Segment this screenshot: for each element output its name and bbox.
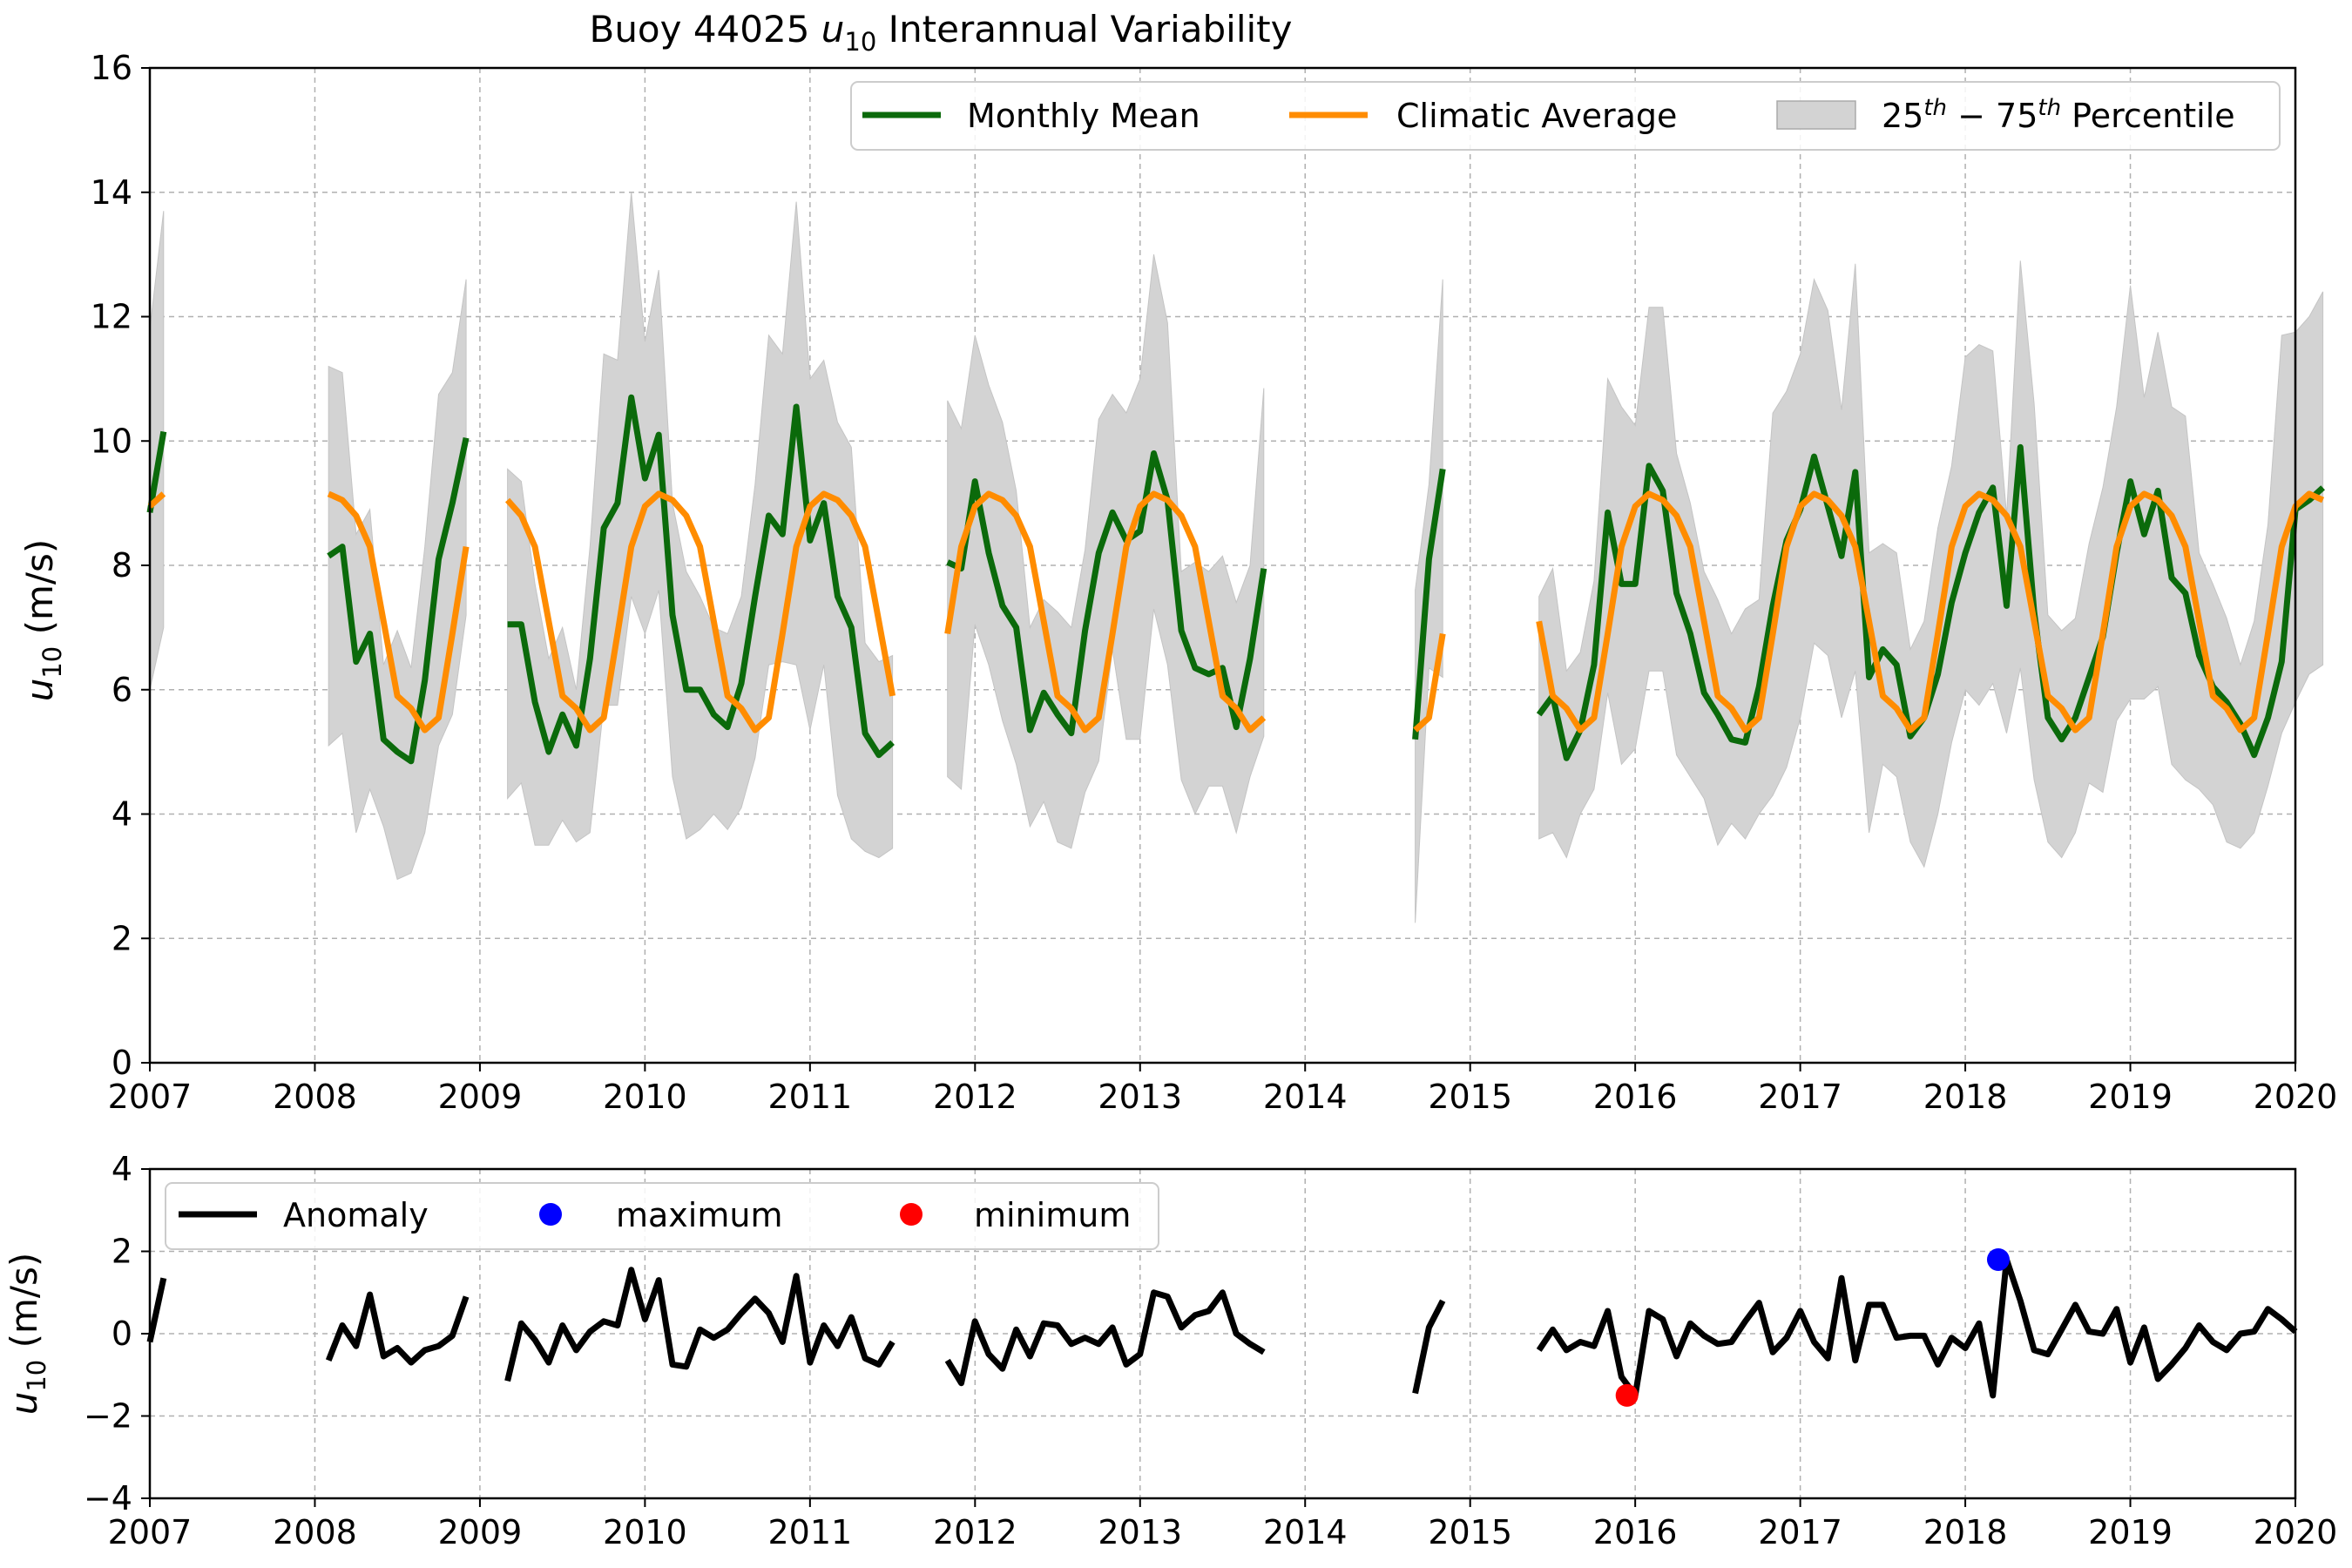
anomaly-line (1412, 1299, 1446, 1395)
anomaly-line (325, 1291, 470, 1366)
legend-minimum-marker (900, 1203, 923, 1226)
y-tick-label: 8 (112, 546, 132, 585)
x-tick-label: 2010 (603, 1513, 687, 1551)
legend-minimum-label: minimum (974, 1196, 1131, 1234)
x-tick-label: 2009 (438, 1078, 523, 1116)
climatic-average-line (1536, 490, 2325, 733)
maximum-point (1986, 1247, 2010, 1271)
climatic-average-line (944, 490, 1267, 733)
x-tick-label: 2014 (1263, 1078, 1348, 1116)
x-tick-label: 2014 (1263, 1513, 1348, 1551)
y-tick-label: 14 (91, 173, 132, 212)
x-tick-label: 2020 (2254, 1513, 2338, 1551)
y-tick-label: 4 (112, 795, 132, 834)
percentile-band (149, 192, 2324, 923)
x-tick-label: 2016 (1593, 1513, 1678, 1551)
x-tick-label: 2010 (603, 1078, 687, 1116)
x-tick-label: 2017 (1758, 1078, 1842, 1116)
x-tick-label: 2012 (933, 1078, 1017, 1116)
x-tick-label: 2019 (2088, 1513, 2173, 1551)
monthly-mean-line (146, 430, 167, 513)
y-tick-label: 4 (112, 1150, 132, 1188)
x-tick-label: 2009 (438, 1513, 523, 1551)
bottom-y-axis: −4 −2 0 2 4 (84, 1150, 150, 1517)
percentile-band-segment (507, 192, 894, 859)
bottom-y-axis-label: u10 (m/s) (3, 1253, 51, 1416)
x-tick-label: 2011 (767, 1078, 852, 1116)
x-tick-label: 2015 (1428, 1078, 1512, 1116)
percentile-band-segment (1538, 260, 2324, 868)
y-tick-label: 6 (112, 671, 132, 709)
climatic-average-line (504, 490, 896, 733)
anomaly-line (1536, 1256, 2298, 1399)
top-y-axis-label: u10 (m/s) (18, 539, 67, 702)
anomaly-line (504, 1267, 896, 1382)
y-tick-label: 10 (91, 422, 132, 460)
y-tick-label: 16 (91, 49, 132, 87)
legend-maximum-marker (539, 1203, 562, 1226)
minimum-point (1615, 1383, 1639, 1407)
x-tick-label: 2018 (1923, 1513, 2008, 1551)
legend-monthly-mean-label: Monthly Mean (967, 97, 1200, 135)
legend-anomaly-label: Anomaly (283, 1196, 429, 1234)
bottom-x-axis: 2007 2008 2009 2010 2011 2012 2013 2014 2015 2016… (108, 1498, 2338, 1551)
monthly-mean-line (946, 450, 1267, 737)
top-chart: Buoy 44025 u10 Interannual Variability 2… (18, 8, 2337, 1116)
y-tick-label: 0 (112, 1315, 132, 1353)
y-tick-label: −4 (84, 1479, 132, 1517)
x-tick-label: 2013 (1098, 1513, 1182, 1551)
bottom-legend-frame (165, 1182, 1159, 1250)
climatic-average-line (327, 490, 470, 733)
bottom-legend: Anomaly maximum minimum (165, 1182, 1159, 1250)
monthly-mean-line (1412, 468, 1446, 740)
y-tick-label: 2 (112, 1233, 132, 1271)
x-tick-label: 2008 (273, 1513, 357, 1551)
anomaly-line (146, 1277, 167, 1343)
climatic-average-line (147, 491, 166, 509)
x-tick-label: 2011 (767, 1513, 852, 1551)
top-y-axis: 0 2 4 6 8 10 12 14 16 (91, 49, 150, 1082)
legend-climatic-average-label: Climatic Average (1396, 97, 1677, 135)
y-tick-label: −2 (84, 1397, 132, 1436)
monthly-mean-line (327, 436, 470, 765)
anomaly-series (146, 1256, 2298, 1399)
bottom-chart: 2007 2008 2009 2010 2011 2012 2013 2014 2015 2016… (3, 1150, 2337, 1551)
top-legend-frame (850, 81, 2281, 151)
chart-title: Buoy 44025 u10 Interannual Variability (590, 8, 1293, 57)
x-tick-label: 2017 (1758, 1513, 1842, 1551)
climatic-average-line (1413, 632, 1446, 733)
x-tick-label: 2018 (1923, 1078, 2008, 1116)
legend-percentile-swatch (1776, 100, 1856, 130)
top-legend: Monthly Mean Climatic Average 25th − 75t… (850, 81, 2281, 151)
monthly-mean-line (507, 394, 895, 759)
monthly-mean-series (146, 394, 2325, 765)
x-tick-label: 2012 (933, 1513, 1017, 1551)
x-tick-label: 2016 (1593, 1078, 1678, 1116)
x-tick-label: 2007 (108, 1513, 193, 1551)
anomaly-line (944, 1289, 1266, 1387)
top-x-axis: 2007 2008 2009 2010 2011 2012 2013 2014 2015 2016… (108, 1063, 2338, 1116)
percentile-band-segment (947, 254, 1265, 849)
climatic-average-series (147, 490, 2325, 733)
legend-maximum-label: maximum (616, 1196, 782, 1234)
y-tick-label: 0 (112, 1044, 132, 1082)
monthly-mean-line (1536, 443, 2325, 761)
extreme-points (1615, 1247, 2010, 1407)
x-tick-label: 2019 (2088, 1078, 2173, 1116)
x-tick-label: 2008 (273, 1078, 357, 1116)
y-tick-label: 12 (91, 298, 132, 336)
x-tick-label: 2015 (1428, 1513, 1512, 1551)
x-tick-label: 2013 (1098, 1078, 1182, 1116)
x-tick-label: 2007 (108, 1078, 193, 1116)
x-tick-label: 2020 (2254, 1078, 2338, 1116)
legend-percentile-label: 25th − 75th Percentile (1882, 95, 2235, 135)
y-tick-label: 2 (112, 919, 132, 957)
percentile-band-segment (1415, 279, 1443, 923)
